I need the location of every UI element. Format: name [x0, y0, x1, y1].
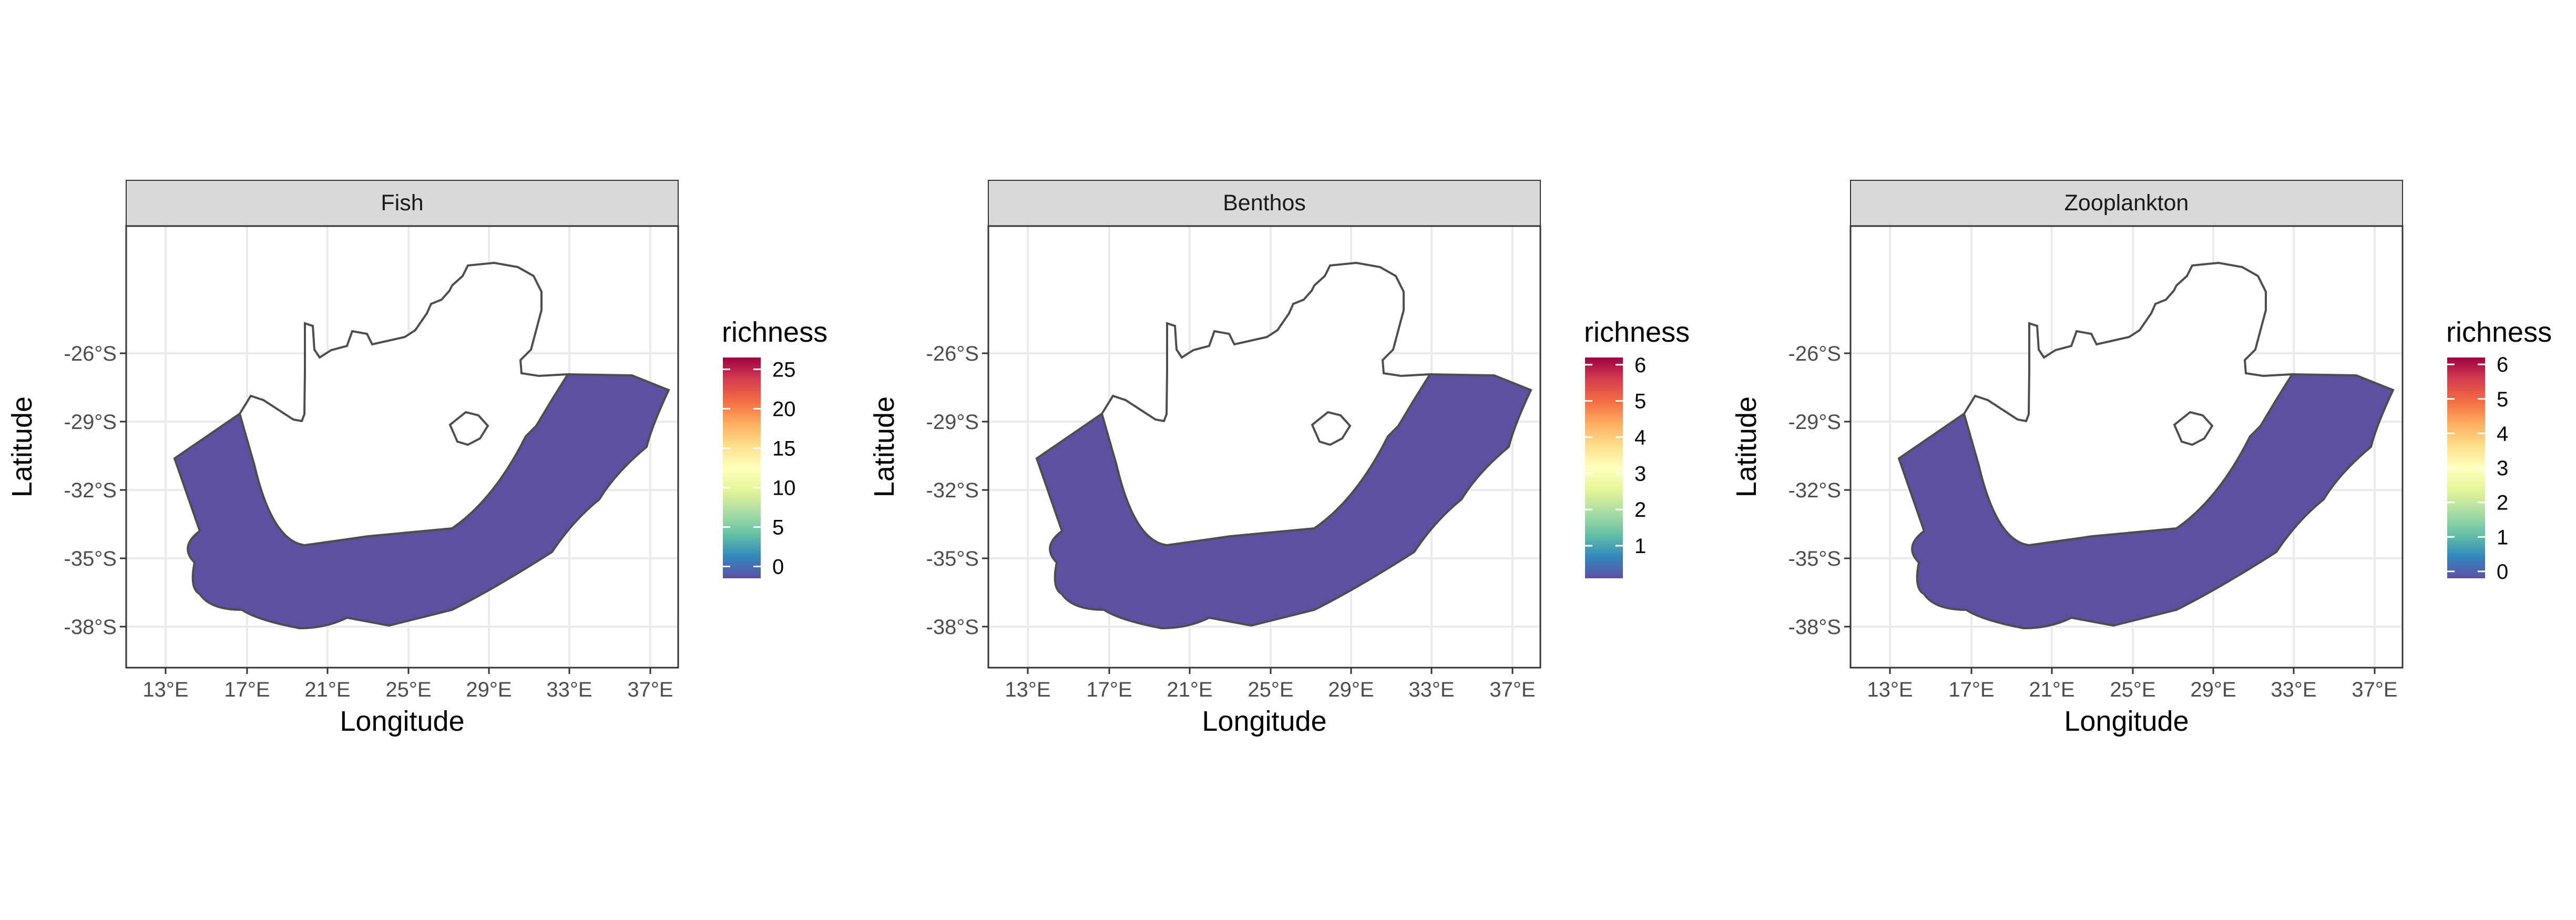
y-axis: -26°S -29°S -32°S -35°S -38°S Latitude	[868, 342, 988, 639]
legend-tick-label: 2	[1634, 498, 1646, 522]
legend-title: richness	[2446, 316, 2552, 348]
y-tick-label: -38°S	[926, 616, 979, 639]
y-tick-label: -38°S	[64, 616, 117, 639]
y-tick-label: -26°S	[926, 342, 979, 365]
legend-title: richness	[1584, 316, 1690, 348]
x-tick-label: 17°E	[1086, 678, 1132, 701]
legend-tick-label: 25	[772, 359, 796, 382]
y-axis: -26°S -29°S -32°S -35°S -38°S Latitude	[6, 342, 126, 639]
legend-tick-label: 3	[2497, 457, 2508, 480]
legend-tick-label: 15	[772, 437, 796, 461]
panels-root: Fish 13°E 17°E 21°E 25°E 29°E 33°E 37°E Longitud…	[6, 180, 2552, 737]
panel-border	[1849, 225, 2404, 669]
x-tick-label: 33°E	[2271, 678, 2316, 701]
y-axis-title: Latitude	[1731, 396, 1762, 497]
legend-tick-label: 0	[2497, 560, 2508, 584]
y-axis-title: Latitude	[868, 396, 900, 497]
y-tick-label: -29°S	[64, 411, 117, 434]
legend-tick-label: 4	[1634, 426, 1646, 449]
x-tick-label: 37°E	[2352, 678, 2397, 701]
legend-colorbar	[723, 357, 761, 578]
legend-tick-label: 10	[772, 477, 796, 500]
y-axis-title: Latitude	[6, 396, 38, 497]
x-tick-label: 21°E	[1167, 678, 1212, 701]
y-tick-label: -26°S	[1788, 342, 1842, 365]
facet-title: Benthos	[1223, 190, 1306, 216]
y-tick-label: -35°S	[64, 547, 117, 570]
legend-colorbar	[1585, 357, 1623, 578]
legend-fish: richness 25 20 15 10 5 0	[722, 316, 827, 579]
y-tick-label: -29°S	[926, 411, 979, 434]
y-tick-label: -32°S	[926, 479, 979, 502]
x-tick-label: 29°E	[466, 678, 512, 701]
legend-benthos: richness 6 5 4 3 2 1	[1584, 316, 1690, 578]
x-tick-label: 25°E	[385, 678, 431, 701]
legend-tick-label: 6	[1634, 354, 1646, 377]
panel-zooplankton: Zooplankton 13°E 17°E 21°E 25°E 29°E 33°E 37°E L…	[1731, 180, 2552, 737]
y-tick-label: -32°S	[64, 479, 117, 502]
facet-strip	[988, 180, 1541, 227]
x-tick-label: 13°E	[142, 678, 188, 701]
legend-tick-label: 0	[772, 556, 784, 579]
legend-tick-label: 4	[2497, 422, 2508, 445]
legend-zooplankton: richness 6 5 4 3 2 1 0	[2446, 316, 2552, 584]
y-tick-label: -29°S	[1788, 411, 1842, 434]
y-tick-label: -35°S	[926, 547, 979, 570]
y-tick-label: -38°S	[1788, 616, 1842, 639]
x-tick-label: 21°E	[304, 678, 350, 701]
x-tick-label: 33°E	[1408, 678, 1454, 701]
facet-strip	[126, 180, 679, 227]
panel-border	[987, 225, 1541, 669]
map-zooplankton	[1898, 262, 2394, 629]
panel-border	[125, 225, 679, 669]
legend-tick-label: 1	[1634, 535, 1646, 558]
facet-strip	[1850, 180, 2403, 227]
panel-fish: Fish 13°E 17°E 21°E 25°E 29°E 33°E 37°E Longitud…	[6, 180, 827, 737]
y-axis: -26°S -29°S -32°S -35°S -38°S Latitude	[1731, 342, 1851, 639]
y-tick-label: -35°S	[1788, 547, 1842, 570]
x-axis: 13°E 17°E 21°E 25°E 29°E 33°E 37°E Longitude	[1867, 668, 2398, 737]
y-tick-label: -26°S	[64, 342, 117, 365]
x-tick-label: 17°E	[1948, 678, 1994, 701]
x-tick-label: 37°E	[1489, 678, 1535, 701]
legend-tick-label: 5	[1634, 390, 1646, 413]
x-tick-label: 13°E	[1867, 678, 1913, 701]
x-tick-label: 25°E	[1248, 678, 1293, 701]
panel-benthos: Benthos 13°E 17°E 21°E 25°E 29°E 33°E 37°E Longi…	[868, 180, 1690, 737]
legend-tick-label: 3	[1634, 462, 1646, 485]
x-tick-label: 29°E	[1328, 678, 1374, 701]
x-tick-label: 37°E	[627, 678, 673, 701]
x-axis-title: Longitude	[340, 706, 464, 737]
x-axis: 13°E 17°E 21°E 25°E 29°E 33°E 37°E Longitude	[1005, 668, 1536, 737]
legend-tick-label: 5	[2497, 388, 2508, 411]
x-axis: 13°E 17°E 21°E 25°E 29°E 33°E 37°E Longitude	[142, 668, 673, 737]
facet-title: Zooplankton	[2064, 190, 2189, 216]
x-tick-label: 33°E	[546, 678, 592, 701]
legend-tick-label: 2	[2497, 492, 2508, 515]
x-axis-title: Longitude	[1202, 706, 1326, 737]
legend-title: richness	[722, 316, 827, 348]
x-tick-label: 13°E	[1005, 678, 1050, 701]
map-fish	[173, 262, 670, 629]
x-tick-label: 25°E	[2110, 678, 2155, 701]
x-tick-label: 21°E	[2029, 678, 2074, 701]
legend-tick-label: 1	[2497, 526, 2508, 549]
x-tick-label: 29°E	[2190, 678, 2236, 701]
legend-tick-label: 20	[772, 398, 796, 421]
legend-tick-label: 5	[772, 516, 784, 539]
y-tick-label: -32°S	[1788, 479, 1842, 502]
map-benthos	[1036, 262, 1532, 629]
legend-tick-label: 6	[2497, 353, 2508, 376]
facet-title: Fish	[381, 190, 423, 216]
x-tick-label: 17°E	[224, 678, 270, 701]
x-axis-title: Longitude	[2064, 706, 2189, 737]
